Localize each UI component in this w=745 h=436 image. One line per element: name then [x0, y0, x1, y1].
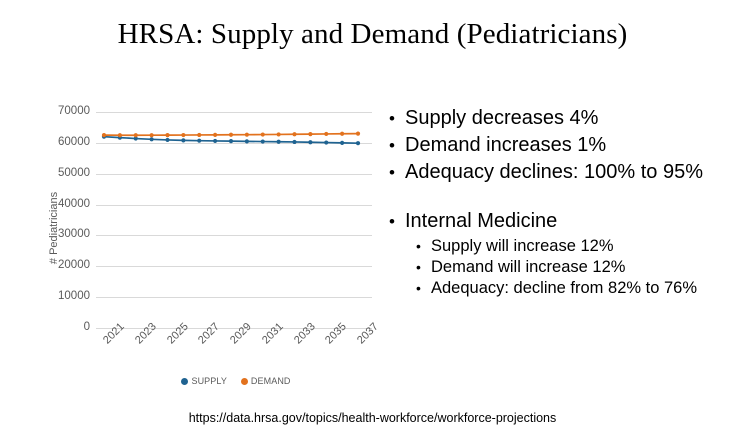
bullet-item-2: Demand will increase 12% [388, 257, 740, 278]
series-layer [101, 131, 361, 146]
data-point [149, 137, 154, 142]
y-tick-mark [96, 142, 100, 144]
data-point [213, 132, 218, 137]
data-point [181, 138, 186, 143]
legend-item-supply[interactable]: SUPPLY [181, 376, 227, 386]
bullet-group-internal-medicine: Internal MedicineSupply will increase 12… [388, 209, 740, 299]
data-point [260, 132, 265, 137]
y-tick-label: 60000 [58, 135, 90, 148]
gridline [100, 235, 372, 237]
y-tick-mark [96, 235, 100, 237]
data-point [355, 131, 361, 136]
gridline [100, 142, 372, 144]
data-point [117, 133, 122, 138]
data-point [276, 132, 281, 137]
bullet-item-0: Supply decreases 4% [388, 106, 740, 131]
page-title: HRSA: Supply and Demand (Pediatricians) [117, 18, 628, 50]
line-chart: # Pediatricians 70000 60000 50000 40000 3000… [28, 104, 381, 394]
gridline [100, 173, 372, 175]
bullet-item-2: Adequacy declines: 100% to 95% [388, 160, 740, 185]
gridline [100, 297, 372, 299]
data-point [355, 141, 361, 146]
y-tick-label: 40000 [58, 197, 90, 210]
gridline [100, 328, 372, 329]
y-tick-label: 20000 [58, 259, 90, 272]
data-point [244, 139, 249, 144]
legend-swatch-icon [181, 377, 189, 385]
bullet-item-3: Adequacy: decline from 82% to 76% [388, 278, 740, 299]
y-tick-label: 50000 [58, 166, 90, 179]
bullet-content: Supply decreases 4%Demand increases 1%Ad… [388, 106, 740, 299]
y-tick-mark [96, 204, 100, 206]
gridline [100, 266, 372, 268]
data-point [197, 132, 202, 138]
y-tick-mark [96, 112, 100, 113]
data-point [165, 133, 170, 138]
data-point [133, 133, 138, 138]
gridline [100, 112, 372, 113]
data-point [101, 133, 107, 138]
data-point [340, 131, 345, 136]
y-tick-mark [96, 266, 100, 268]
data-point [340, 140, 345, 145]
data-point [260, 139, 265, 144]
data-point [324, 140, 329, 145]
y-tick-mark [96, 297, 100, 299]
data-point [149, 133, 154, 138]
bullet-item-0: Internal Medicine [388, 209, 740, 234]
data-point [292, 139, 297, 145]
data-point [324, 131, 329, 137]
y-tick-label: 0 [83, 321, 90, 333]
y-tick-mark [96, 328, 100, 329]
bullet-group-pediatrics: Supply decreases 4%Demand increases 1%Ad… [388, 106, 740, 185]
data-point [228, 139, 234, 144]
data-point [181, 132, 186, 138]
gridline [100, 204, 372, 206]
plot-area: 70000 60000 50000 40000 30000 20000 10000 0 [58, 105, 372, 333]
legend-label: SUPPLY [191, 376, 227, 386]
data-point [165, 137, 170, 143]
legend-label: DEMAND [250, 376, 291, 386]
bullet-item-1: Demand increases 1% [388, 133, 740, 158]
data-point [133, 136, 138, 141]
y-tick-label: 70000 [58, 105, 90, 117]
data-point [213, 138, 218, 144]
bullet-item-1: Supply will increase 12% [388, 236, 740, 257]
series-demand [101, 131, 361, 138]
data-point [308, 140, 313, 145]
data-point [276, 139, 281, 144]
bullet-spacer [388, 187, 740, 209]
data-point [292, 132, 297, 137]
chart-legend: SUPPLY DEMAND [100, 376, 372, 386]
data-point [197, 138, 202, 143]
y-tick-label: 10000 [58, 290, 90, 303]
source-url[interactable]: https://data.hrsa.gov/topics/health-work… [188, 411, 557, 425]
legend-item-demand[interactable]: DEMAND [240, 376, 291, 386]
data-point [244, 132, 249, 137]
legend-swatch-icon [240, 377, 248, 385]
y-tick-label: 30000 [58, 228, 90, 241]
data-point [308, 132, 313, 137]
data-point [228, 132, 234, 137]
y-tick-mark [96, 173, 100, 175]
